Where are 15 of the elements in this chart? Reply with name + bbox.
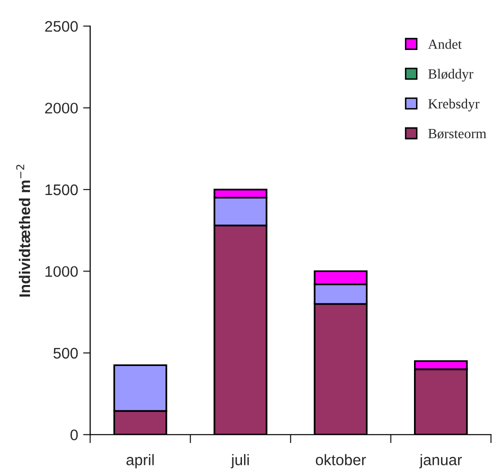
x-tick-label: januar bbox=[419, 454, 462, 468]
legend-label: Krebsdyr bbox=[428, 98, 480, 112]
y-tick-label: 2500 bbox=[45, 20, 78, 32]
y-tick-label: 1000 bbox=[46, 266, 78, 277]
y-tick-label: 0 bbox=[70, 429, 78, 440]
x-tick-label: april bbox=[126, 454, 154, 468]
y-tick-label: 1500 bbox=[46, 184, 78, 196]
legend-label: Andet bbox=[428, 39, 462, 49]
y-axis-title: Individtæthed m$^{−2}$ bbox=[16, 164, 30, 297]
legend-label: Børsteorm bbox=[428, 129, 486, 139]
x-tick-label: oktober bbox=[316, 454, 366, 466]
y-tick-label: 500 bbox=[54, 348, 78, 359]
legend-label: Bløddyr bbox=[428, 68, 474, 82]
y-tick-label: 2000 bbox=[45, 102, 78, 114]
x-tick-label: juli bbox=[230, 454, 249, 468]
